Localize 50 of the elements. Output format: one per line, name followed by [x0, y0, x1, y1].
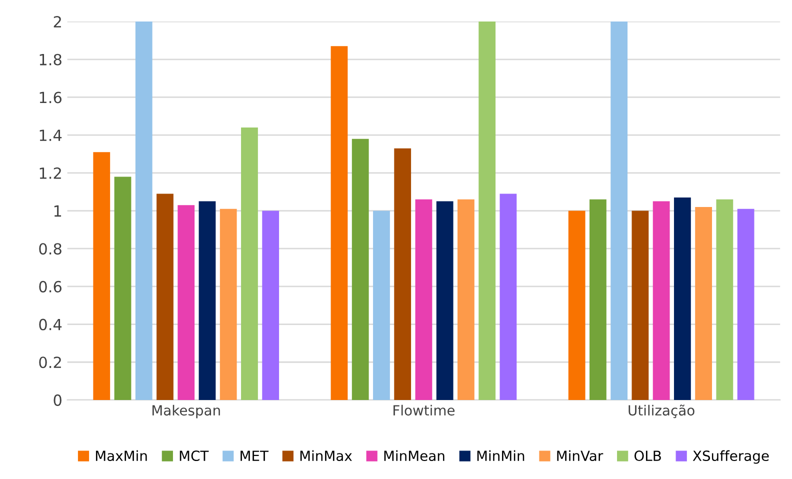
bar — [590, 199, 606, 400]
y-tick-label: 1.2 — [40, 167, 61, 179]
y-tick-label: 0.2 — [39, 356, 61, 368]
bar — [610, 22, 628, 400]
bar — [330, 46, 348, 400]
bar — [198, 201, 216, 400]
legend-label: MaxMin — [96, 450, 147, 462]
bar — [220, 208, 237, 400]
legend-label: MinMax — [300, 450, 352, 462]
y-tick-label: 0.4 — [39, 318, 62, 330]
bar — [500, 194, 517, 400]
bar — [352, 138, 369, 400]
y-tick-label: 1.8 — [40, 54, 62, 66]
legend-label: XSufferage — [692, 450, 769, 464]
bar — [394, 148, 412, 400]
bar — [114, 176, 132, 400]
bar — [652, 201, 670, 400]
bar — [373, 210, 390, 400]
legend-label: MET — [240, 450, 269, 461]
bar — [93, 152, 110, 400]
bar — [156, 194, 174, 400]
y-tick-label: 0.6 — [39, 280, 62, 292]
x-tick-label: Flowtime — [394, 404, 455, 416]
bar — [415, 199, 432, 400]
legend-label: MinMin — [477, 450, 524, 461]
bar — [695, 206, 712, 400]
y-tick-label: 1.4 — [40, 130, 62, 141]
legend-label: OLB — [634, 450, 661, 462]
bar — [262, 210, 280, 400]
y-tick-label: 0 — [54, 394, 62, 406]
x-tick-label: Utilização — [628, 404, 694, 418]
y-tick-label: 0.8 — [39, 243, 62, 255]
legend-label: MCT — [180, 450, 209, 462]
bar — [436, 201, 454, 400]
bar — [674, 198, 691, 400]
x-tick-label: Makespan — [152, 404, 220, 418]
bar — [632, 210, 649, 400]
bar — [478, 22, 496, 400]
bar — [716, 199, 734, 400]
bar — [458, 199, 474, 400]
bar — [737, 208, 754, 400]
legend-label: MinMean — [384, 450, 444, 462]
bar — [568, 210, 586, 400]
bar — [241, 128, 258, 400]
bar — [135, 22, 152, 400]
legend-label: MinVar — [557, 450, 604, 462]
y-tick-label: 1.6 — [40, 92, 62, 104]
y-tick-label: 1 — [54, 205, 62, 217]
y-tick-label: 2 — [54, 16, 61, 28]
bar — [178, 205, 195, 400]
